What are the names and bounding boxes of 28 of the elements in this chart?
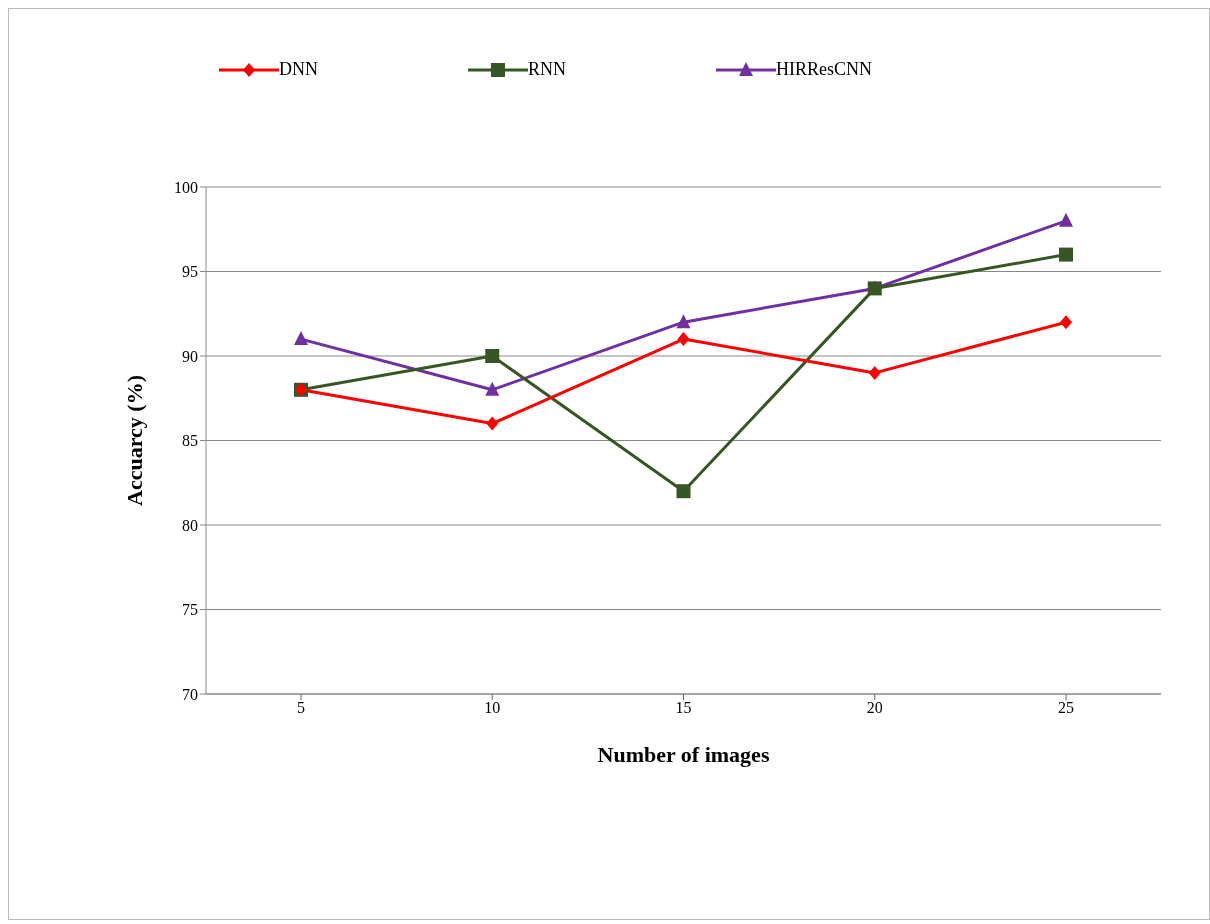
- y-tick-label: 70: [182, 685, 198, 703]
- x-axis-title: Number of images: [597, 742, 770, 767]
- point: [485, 349, 500, 363]
- y-tick-label: 80: [182, 516, 198, 534]
- legend-label: DNN: [279, 59, 318, 80]
- point: [486, 416, 499, 431]
- legend-label: RNN: [528, 59, 567, 80]
- x-tick-label: 20: [866, 699, 883, 717]
- point: [676, 484, 691, 499]
- point: [1059, 247, 1073, 262]
- y-tick-label: 90: [182, 347, 198, 365]
- point: [868, 365, 881, 380]
- point: [677, 332, 690, 347]
- point: [1060, 315, 1072, 330]
- x-tick-label: 10: [484, 699, 501, 717]
- y-tick-label: 75: [182, 601, 198, 619]
- y-tick-label: 85: [182, 432, 198, 450]
- y-tick-label: 95: [182, 263, 198, 281]
- point: [1059, 212, 1073, 227]
- x-tick-label: 5: [297, 699, 305, 717]
- point: [485, 381, 500, 396]
- point: [294, 331, 308, 346]
- point: [676, 314, 691, 329]
- x-tick-label: 25: [1058, 699, 1074, 717]
- x-tick-label: 15: [675, 699, 692, 717]
- legend-label: HIRResCNN: [776, 59, 873, 80]
- y-axis-title: Accuarcy (%): [121, 375, 147, 506]
- y-tick-label: 100: [174, 178, 198, 196]
